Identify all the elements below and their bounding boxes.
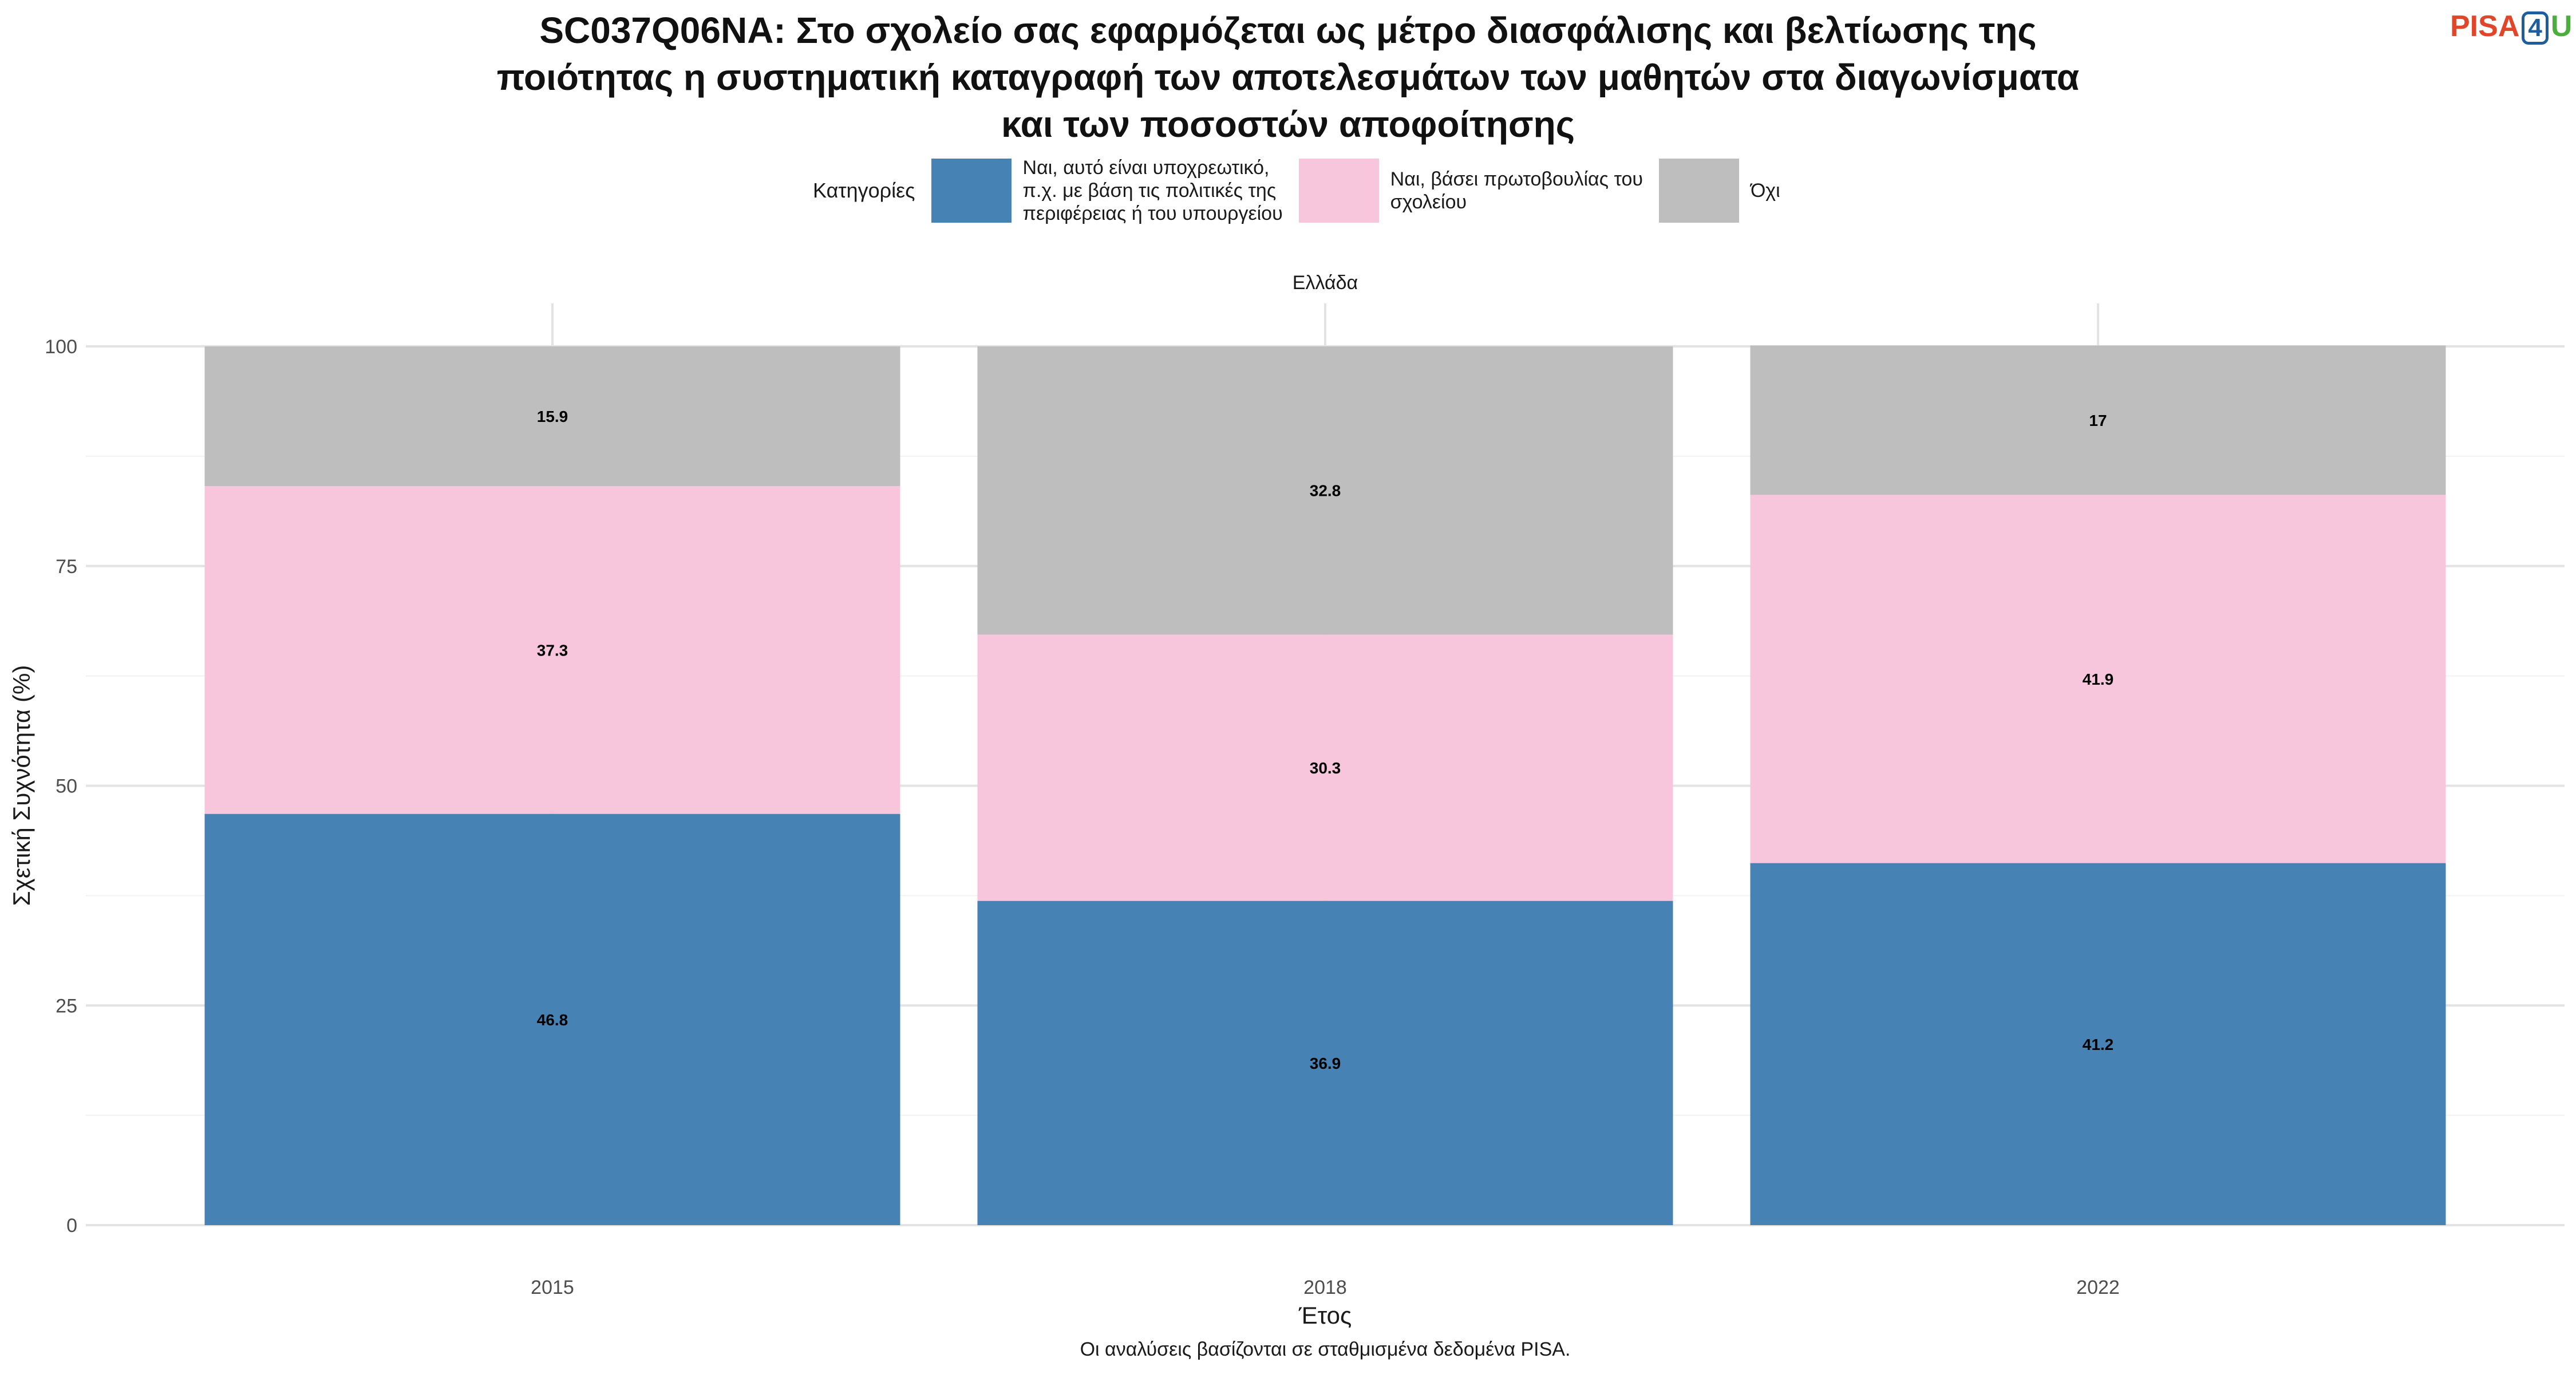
chart-title-line: και των ποσοστών αποφοίτησης — [1001, 104, 1575, 145]
data-label: 30.3 — [1310, 759, 1341, 777]
legend-swatch — [931, 158, 1012, 223]
chart-title: SC037Q06NA: Στο σχολείο σας εφαρμόζεται … — [258, 7, 2318, 148]
y-tick-label: 75 — [56, 556, 77, 578]
axes: 0 25 50 75 100 2015 2018 2022 Ελλάδα Έτος Σχετική … — [8, 272, 2120, 1360]
legend-label: Ναι, βάσει πρωτοβουλίας του σχολείου — [1390, 168, 1643, 213]
legend-item-no: Όχι — [1658, 158, 1780, 223]
y-axis-title: Σχετική Συχνότητα (%) — [8, 665, 35, 906]
data-labels: 46.8 37.3 15.9 36.9 30.3 32.8 41.2 41.9 17 — [537, 408, 2114, 1072]
x-tick-label: 2018 — [1303, 1277, 1347, 1298]
legend-swatch — [1658, 158, 1739, 223]
data-label: 36.9 — [1310, 1055, 1341, 1072]
pisa4u-logo: PISA 4 U — [2450, 8, 2572, 45]
y-tick-label: 50 — [56, 776, 77, 797]
legend-label: Ναι, αυτό είναι υποχρεωτικό, π.χ. με βάσ… — [1022, 156, 1283, 224]
x-tick-label: 2015 — [531, 1277, 574, 1298]
x-axis-title: Έτος — [1298, 1302, 1352, 1329]
legend-item-mandatory: Ναι, αυτό είναι υποχρεωτικό, π.χ. με βάσ… — [931, 156, 1283, 225]
chart-title-line: SC037Q06NA: Στο σχολείο σας εφαρμόζεται … — [539, 10, 2037, 51]
facet-label: Ελλάδα — [1293, 272, 1358, 294]
bar-segment — [204, 346, 900, 487]
data-label: 17 — [2089, 412, 2107, 429]
bars — [204, 345, 2446, 1225]
bar-segment — [1750, 345, 2446, 495]
bar-segment — [1750, 863, 2446, 1225]
chart-title-line: ποιότητας η συστηματική καταγραφή των απ… — [496, 57, 2080, 98]
bar-segment — [977, 901, 1673, 1225]
legend-label: Όχι — [1750, 179, 1780, 202]
bar-segment — [204, 486, 900, 814]
bar-segment — [1750, 495, 2446, 863]
y-tick-label: 0 — [66, 1215, 77, 1237]
bar-segment — [204, 814, 900, 1225]
data-label: 15.9 — [537, 408, 568, 425]
data-label: 32.8 — [1310, 482, 1341, 500]
legend-title: Κατηγορίες — [813, 178, 915, 202]
x-tick-label: 2022 — [2076, 1277, 2120, 1298]
data-label: 41.2 — [2083, 1036, 2114, 1053]
chart-caption: Οι αναλύσεις βασίζονται σε σταθμισμένα δ… — [1080, 1339, 1571, 1360]
y-tick-label: 25 — [56, 995, 77, 1017]
legend-swatch — [1298, 158, 1379, 223]
chart-legend: Κατηγορίες Ναι, αυτό είναι υποχρεωτικό, … — [813, 156, 1796, 225]
legend-item-school-initiative: Ναι, βάσει πρωτοβουλίας του σχολείου — [1298, 158, 1643, 223]
data-label: 41.9 — [2083, 670, 2114, 688]
data-label: 37.3 — [537, 641, 568, 659]
bar-segment — [977, 346, 1673, 635]
bar-segment — [977, 634, 1673, 901]
data-label: 46.8 — [537, 1011, 568, 1029]
y-tick-label: 100 — [45, 336, 77, 358]
